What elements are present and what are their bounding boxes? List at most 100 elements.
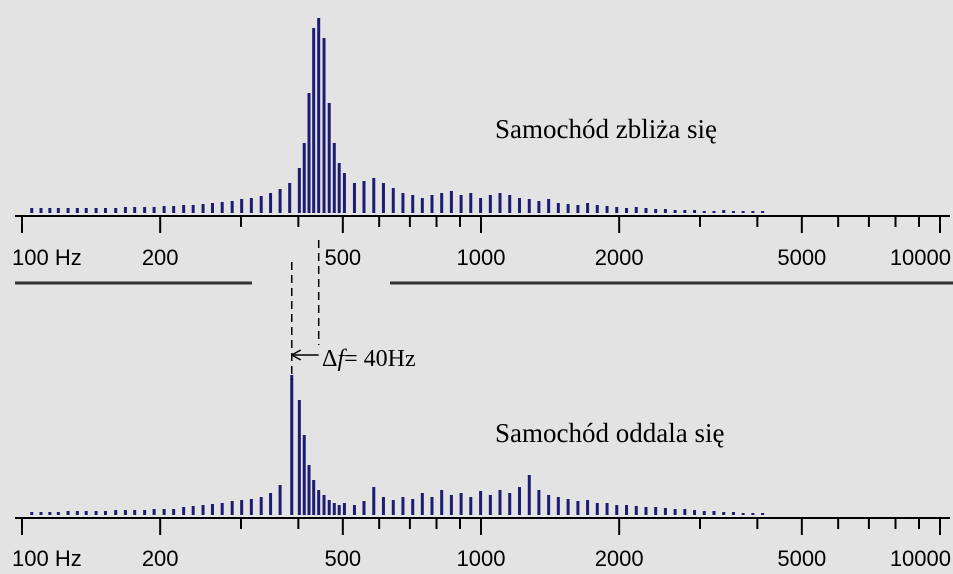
bar xyxy=(517,487,521,515)
bar xyxy=(411,195,415,213)
bar xyxy=(741,211,745,213)
bar xyxy=(693,210,697,213)
bar xyxy=(39,512,43,515)
x-tick-label: 200 xyxy=(142,546,179,571)
bar xyxy=(547,495,551,515)
bar xyxy=(342,173,346,213)
bar xyxy=(162,509,166,515)
bar xyxy=(440,193,444,213)
bar xyxy=(449,191,453,213)
bar xyxy=(307,465,311,515)
bar xyxy=(332,503,336,515)
x-tick-label: 500 xyxy=(324,245,361,270)
bar xyxy=(302,435,306,515)
bar xyxy=(449,495,453,515)
bar xyxy=(56,208,60,213)
x-tick-label: 1000 xyxy=(457,245,506,270)
delta-arrow-head xyxy=(291,349,302,361)
bar xyxy=(66,208,70,213)
bar xyxy=(84,511,88,515)
x-tick-label: 10000 xyxy=(890,245,951,270)
chart-title: Samochód oddala się xyxy=(495,418,724,448)
bar xyxy=(317,18,321,213)
x-tick-label: 500 xyxy=(324,546,361,571)
chart-title: Samochód zbliża się xyxy=(495,114,717,144)
bar xyxy=(123,207,127,213)
bar xyxy=(537,490,541,515)
bar xyxy=(230,201,234,213)
delta-annotation: Δf= 40Hz xyxy=(322,346,416,372)
bar xyxy=(123,510,127,515)
bar xyxy=(634,506,638,515)
bar xyxy=(312,28,316,213)
bar xyxy=(683,210,687,213)
bar xyxy=(240,500,244,515)
bar xyxy=(761,513,765,515)
bar xyxy=(191,205,195,213)
bar xyxy=(430,497,434,515)
bar xyxy=(48,512,52,515)
x-tick-label: 2000 xyxy=(595,245,644,270)
bar xyxy=(722,512,726,515)
bar xyxy=(459,493,463,515)
bar xyxy=(547,199,551,213)
bar xyxy=(488,195,492,213)
delta-variable: f xyxy=(337,346,347,372)
bar xyxy=(751,513,755,515)
bar xyxy=(297,168,301,213)
bar xyxy=(172,206,176,213)
bar xyxy=(693,510,697,515)
bar xyxy=(702,211,706,213)
bar xyxy=(249,198,253,213)
bar xyxy=(498,490,502,515)
bar xyxy=(337,163,341,213)
bar xyxy=(302,143,306,213)
bar xyxy=(220,202,224,213)
bar xyxy=(576,205,580,213)
bar xyxy=(269,493,273,515)
x-tick-label: 1000 xyxy=(457,546,506,571)
bar xyxy=(240,199,244,213)
bar xyxy=(654,507,658,515)
bar xyxy=(391,500,395,515)
bar xyxy=(459,195,463,213)
bar xyxy=(411,499,415,515)
bar xyxy=(586,500,590,515)
bar xyxy=(595,205,599,213)
x-tick-label: 2000 xyxy=(595,546,644,571)
bar xyxy=(278,189,282,213)
bar xyxy=(362,501,366,515)
bar xyxy=(663,508,667,515)
bar xyxy=(191,506,195,515)
bar xyxy=(479,198,483,213)
x-tick-label: 10000 xyxy=(890,546,951,571)
bar xyxy=(488,495,492,515)
bar xyxy=(332,143,336,213)
bar xyxy=(401,497,405,515)
bar xyxy=(210,203,214,213)
bar xyxy=(133,207,137,213)
bar xyxy=(683,509,687,515)
bar xyxy=(249,499,253,515)
bar xyxy=(401,193,405,213)
bar xyxy=(114,510,118,515)
bar xyxy=(94,511,98,515)
bar xyxy=(114,208,118,213)
bar xyxy=(576,501,580,515)
bar xyxy=(615,207,619,213)
bar xyxy=(327,500,331,515)
bar xyxy=(290,375,294,515)
bar xyxy=(420,198,424,213)
bar xyxy=(143,510,147,515)
x-tick-label: 100 Hz xyxy=(12,546,82,571)
bar xyxy=(322,38,326,213)
bar xyxy=(152,509,156,515)
bar xyxy=(498,193,502,213)
bar xyxy=(673,210,677,213)
bar xyxy=(182,205,186,213)
bar xyxy=(66,511,70,515)
bar xyxy=(702,511,706,515)
bar xyxy=(537,201,541,213)
bar xyxy=(103,208,107,213)
bar xyxy=(84,208,88,213)
